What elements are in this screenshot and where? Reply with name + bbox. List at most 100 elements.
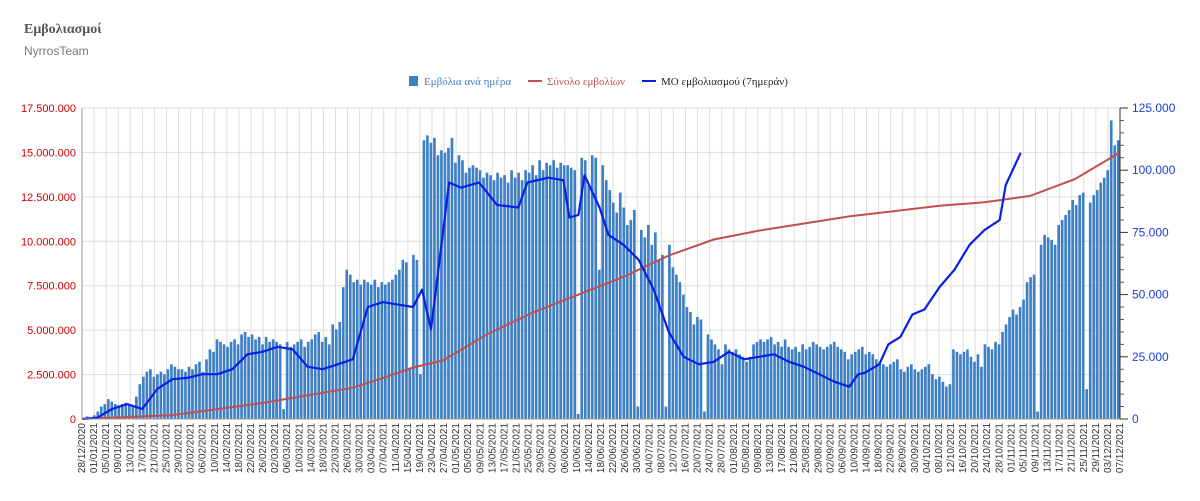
bar xyxy=(745,361,748,419)
x-tick-label: 06/02/2021 xyxy=(198,423,209,473)
bar xyxy=(910,364,913,419)
bar xyxy=(895,359,899,419)
x-tick-label: 08/07/2021 xyxy=(656,423,667,473)
bar xyxy=(384,284,387,419)
x-tick-label: 02/06/2021 xyxy=(548,423,559,473)
x-tick-label: 13/11/2021 xyxy=(1043,423,1054,473)
x-tick-label: 10/03/2021 xyxy=(294,423,305,473)
bar xyxy=(503,175,506,419)
bar xyxy=(324,336,328,419)
x-tick-label: 22/09/2021 xyxy=(886,423,897,473)
x-tick-label: 05/01/2021 xyxy=(101,423,112,473)
x-tick-label: 21/01/2021 xyxy=(149,423,160,473)
total-vaccinations-line xyxy=(81,151,1121,420)
right-tick-label: 50.000 xyxy=(1132,288,1169,302)
bar xyxy=(355,279,359,419)
bar xyxy=(1092,195,1096,419)
bar xyxy=(517,172,520,419)
bar xyxy=(871,354,875,419)
x-tick-label: 22/06/2021 xyxy=(608,423,619,473)
bar xyxy=(924,366,927,419)
bar xyxy=(380,282,384,419)
daily-vaccinations-bars xyxy=(85,120,1120,420)
x-tick-label: 18/02/2021 xyxy=(234,423,245,473)
x-tick-label: 29/01/2021 xyxy=(174,423,185,473)
bar xyxy=(538,160,541,419)
bar xyxy=(853,351,857,419)
x-tick-label: 10/06/2021 xyxy=(572,423,583,473)
bar xyxy=(966,349,969,419)
bar xyxy=(289,346,292,419)
bar xyxy=(675,274,678,419)
bar xyxy=(398,269,401,419)
x-tick-label: 08/10/2021 xyxy=(934,423,945,473)
bar xyxy=(1004,324,1008,419)
x-tick-label: 13/05/2021 xyxy=(487,423,498,473)
bar xyxy=(903,371,906,419)
bar xyxy=(892,361,896,419)
x-tick-label: 05/05/2021 xyxy=(463,423,474,473)
x-tick-label: 26/09/2021 xyxy=(898,423,909,473)
bar xyxy=(303,346,307,419)
bar xyxy=(391,279,394,419)
bar xyxy=(461,160,464,419)
x-tick-label: 21/11/2021 xyxy=(1067,423,1078,473)
bar xyxy=(450,137,454,420)
bar xyxy=(713,344,717,419)
bar xyxy=(254,339,257,419)
x-tick-label: 06/03/2021 xyxy=(282,423,293,473)
bar xyxy=(990,349,994,419)
bar xyxy=(857,349,861,419)
bar xyxy=(376,287,380,419)
bar xyxy=(1102,177,1106,419)
bar xyxy=(1039,244,1043,419)
bar xyxy=(236,344,240,419)
bar xyxy=(1074,205,1078,419)
bar xyxy=(1088,202,1092,419)
bar xyxy=(208,349,212,419)
bar xyxy=(611,202,615,419)
bar xyxy=(341,287,345,419)
bar xyxy=(738,354,741,419)
bar xyxy=(1071,200,1074,419)
bar xyxy=(334,329,338,419)
bar xyxy=(96,411,100,419)
bar xyxy=(640,229,643,419)
bar xyxy=(664,406,668,419)
bar xyxy=(429,142,433,419)
x-tick-label: 16/10/2021 xyxy=(958,423,969,473)
x-tick-label: 01/11/2021 xyxy=(1006,423,1017,473)
x-tick-label: 17/05/2021 xyxy=(499,423,510,473)
bar xyxy=(268,341,271,419)
bar xyxy=(1043,234,1046,419)
bar xyxy=(240,334,243,419)
right-tick-label: 100.000 xyxy=(1132,163,1176,177)
bar xyxy=(264,336,268,419)
bar xyxy=(987,346,990,419)
bar xyxy=(710,339,713,419)
x-tick-label: 29/08/2021 xyxy=(813,423,824,473)
legend: Εμβόλια ανά ημέρα Σύνολο εμβολίων ΜΟ εμβ… xyxy=(409,76,788,88)
bar xyxy=(801,344,804,419)
bar xyxy=(212,351,215,419)
x-tick-label: 14/03/2021 xyxy=(306,423,317,473)
bar xyxy=(569,167,573,419)
right-axis-ticks: 0 25.000 50.000 75.000 100.000 125.000 xyxy=(1120,101,1176,426)
bar xyxy=(548,165,552,419)
bar xyxy=(647,224,650,419)
bar xyxy=(113,404,117,419)
x-tick-label: 12/07/2021 xyxy=(668,423,679,473)
bar xyxy=(531,165,534,419)
x-tick-label: 15/04/2021 xyxy=(403,423,414,473)
x-tick-label: 14/06/2021 xyxy=(584,423,595,473)
bar xyxy=(468,167,471,419)
page-subtitle: NyrrosTeam xyxy=(24,44,89,58)
x-tick-label: 03/04/2021 xyxy=(367,423,378,473)
bar xyxy=(846,359,850,419)
bar xyxy=(703,411,706,419)
bar xyxy=(215,339,219,419)
bar xyxy=(790,349,794,419)
bar xyxy=(920,369,924,419)
x-tick-label: 13/01/2021 xyxy=(125,423,136,473)
x-tick-label: 09/08/2021 xyxy=(753,423,764,473)
